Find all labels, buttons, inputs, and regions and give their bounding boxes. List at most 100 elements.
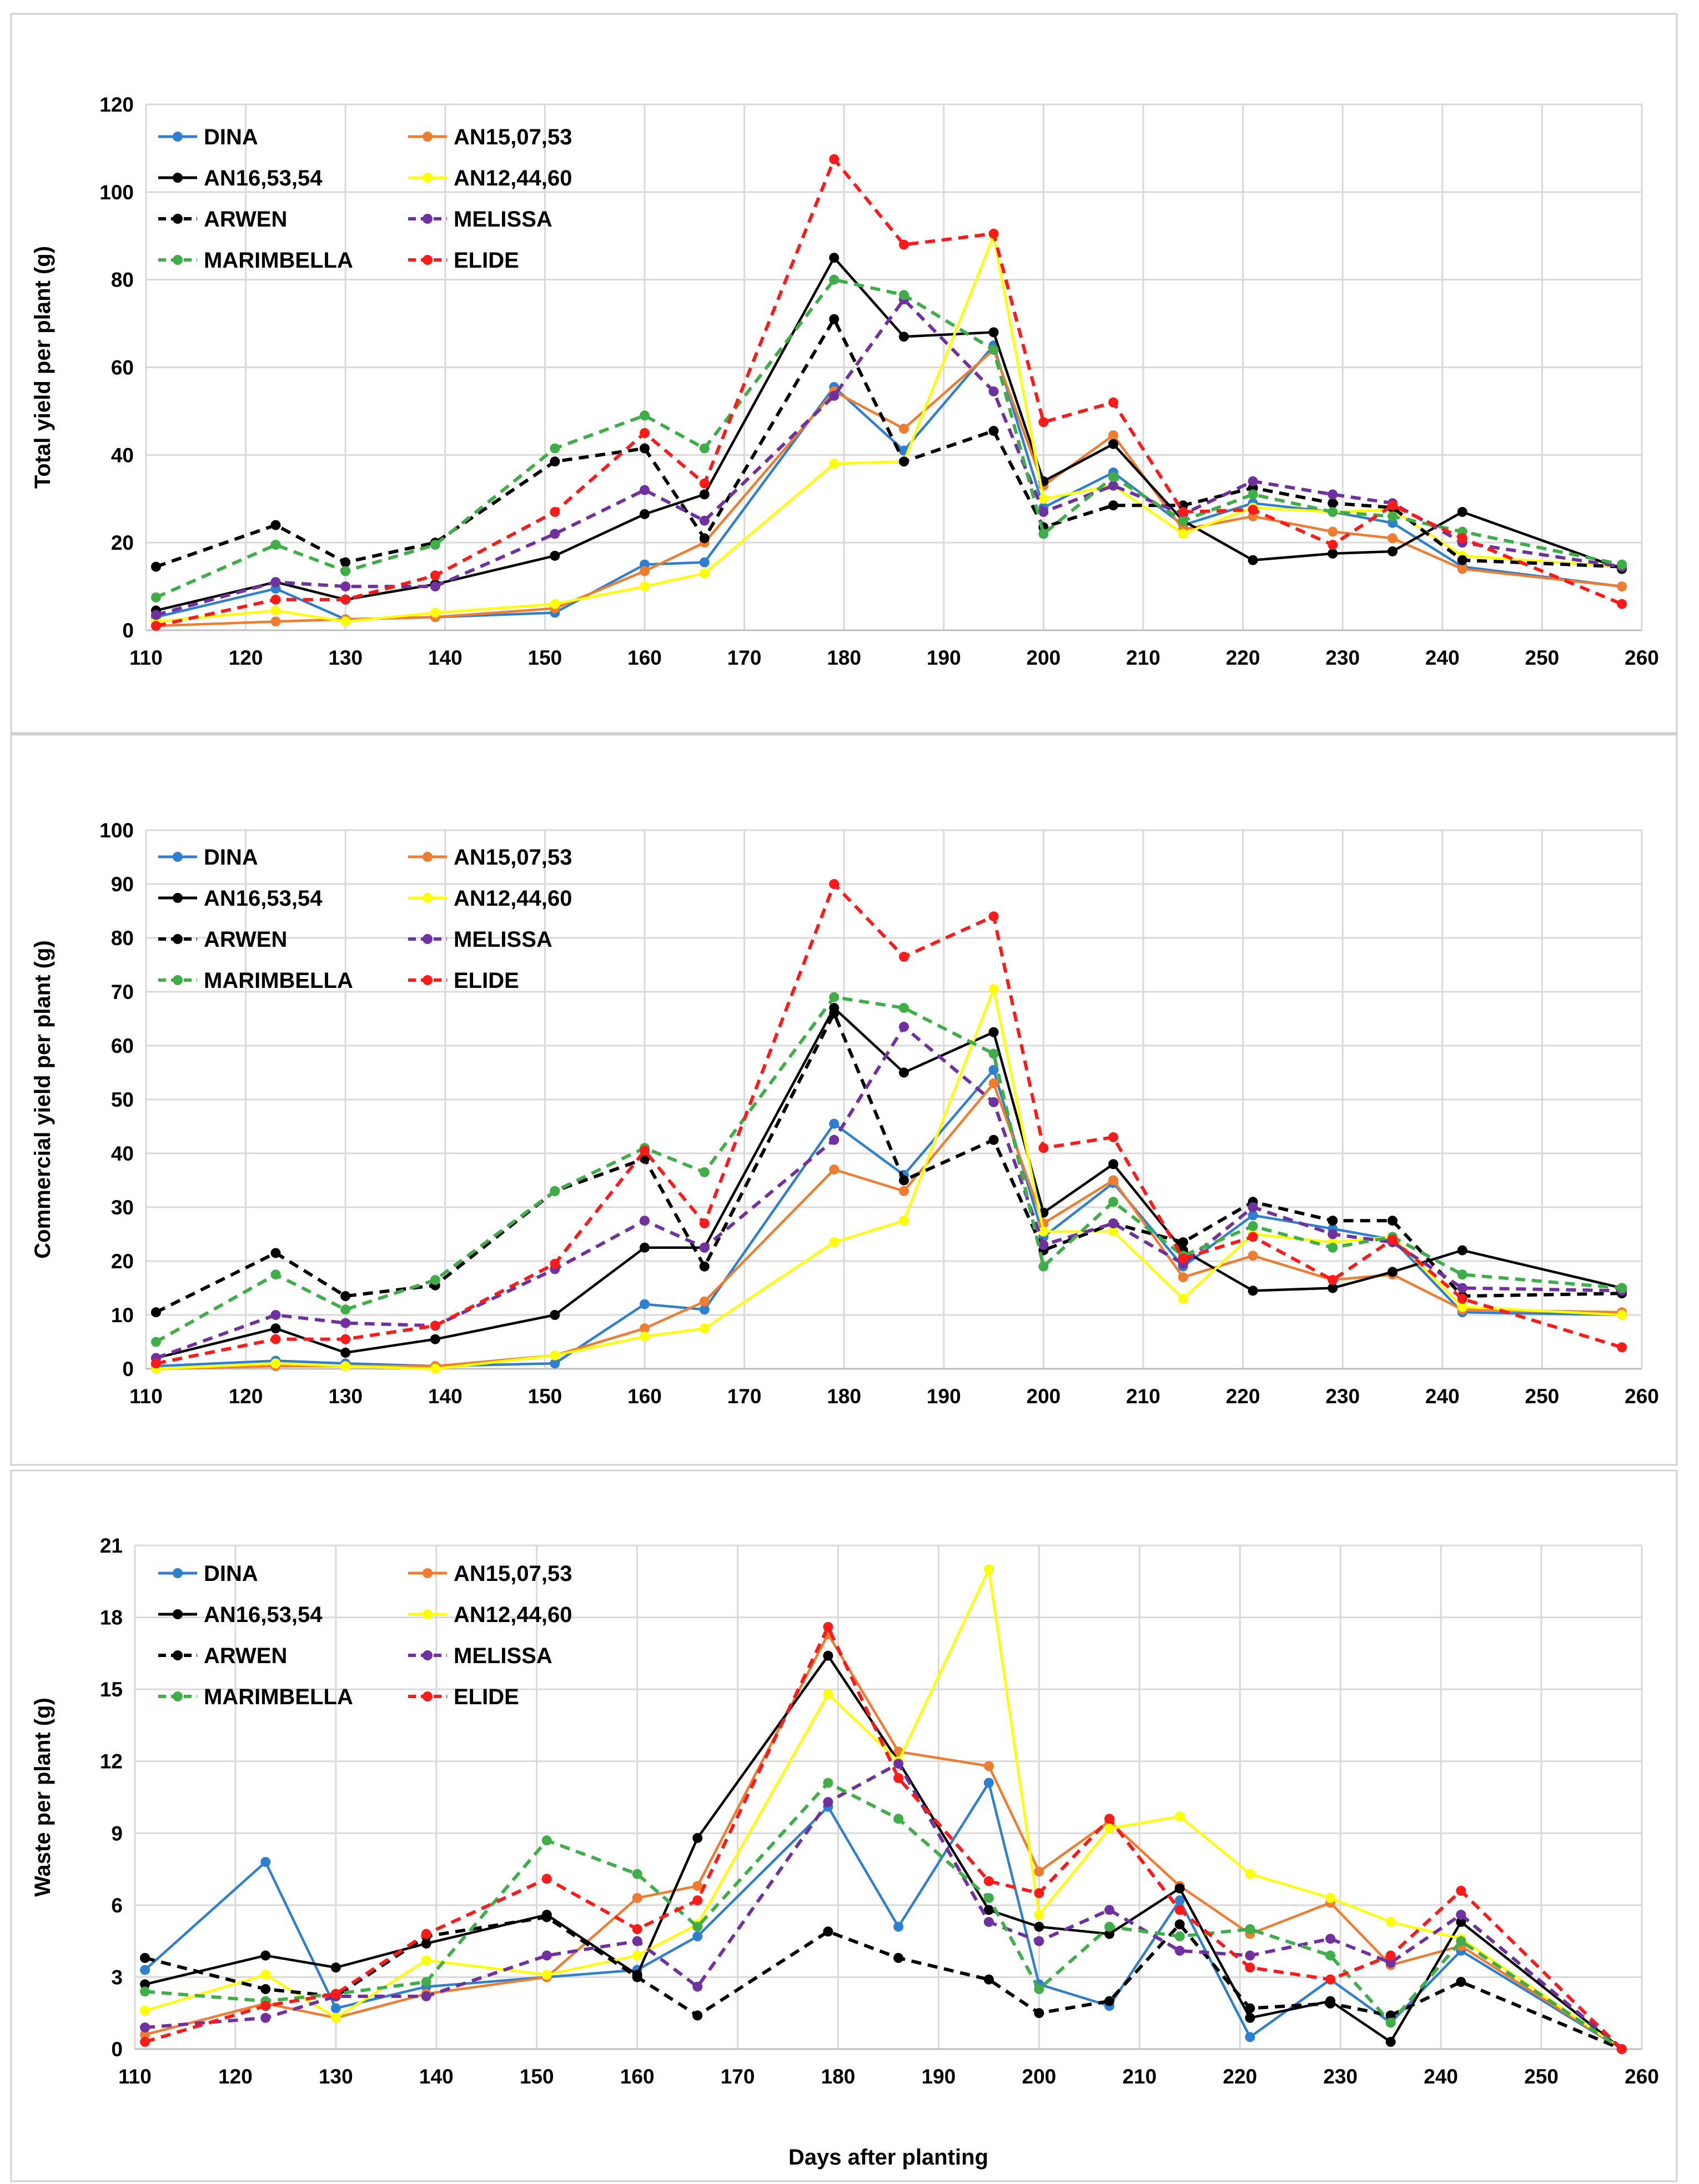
y-tick-label: 12 — [100, 1750, 123, 1773]
data-point — [340, 594, 351, 605]
data-point — [1388, 511, 1398, 521]
data-point — [692, 1931, 703, 1942]
legend-label: AN15,07,53 — [454, 125, 572, 149]
x-tick-label: 250 — [1524, 2065, 1559, 2088]
data-point — [1388, 1234, 1398, 1245]
legend-label: DINA — [204, 845, 258, 870]
series-line — [155, 1006, 1622, 1359]
data-point — [270, 1310, 281, 1320]
y-tick-label: 0 — [122, 1358, 134, 1380]
data-point — [550, 456, 560, 467]
data-point — [829, 1164, 840, 1175]
data-point — [829, 154, 840, 164]
y-axis-label: Waste per plant (g) — [31, 1698, 55, 1897]
chart-panel-1: 110 120 130 140 150 160 170 180 190 200 210 220 230 2… — [10, 13, 1678, 734]
legend-label: MELISSA — [454, 1644, 552, 1668]
data-point — [1108, 1218, 1119, 1229]
legend: DINA AN15,07,53 AN16,53,54 AN12,44,60 ARWEN M… — [158, 1562, 572, 1709]
data-point — [1388, 546, 1398, 556]
data-point — [550, 1350, 560, 1360]
series-elide — [150, 154, 1627, 631]
data-point — [692, 2010, 703, 2021]
data-point — [640, 1299, 650, 1309]
y-axis-label: Commercial yield per plant (g) — [31, 940, 55, 1258]
data-point — [1038, 529, 1049, 539]
legend-marker — [423, 893, 433, 903]
x-tick-label: 250 — [1525, 1385, 1560, 1408]
data-point — [692, 1881, 703, 1891]
legend-label: ELIDE — [454, 248, 519, 273]
x-tick-label: 150 — [520, 2065, 554, 2088]
data-point — [640, 443, 650, 454]
data-point — [829, 1118, 840, 1129]
data-point — [1325, 1892, 1336, 1903]
y-tick-label: 3 — [111, 1966, 123, 1989]
data-point — [140, 1952, 150, 1963]
data-point — [983, 1892, 994, 1903]
data-point — [988, 425, 999, 436]
data-point — [270, 1334, 281, 1344]
x-tick-label: 230 — [1325, 1385, 1360, 1408]
data-point — [1174, 1811, 1185, 1822]
data-point — [699, 443, 710, 454]
x-tick-label: 240 — [1425, 1385, 1460, 1408]
data-point — [1457, 555, 1467, 565]
series-line — [155, 987, 1622, 1370]
data-point — [340, 616, 351, 627]
data-point — [421, 1977, 431, 1987]
data-point — [270, 520, 281, 530]
x-tick-label: 140 — [419, 2065, 454, 2088]
data-point — [550, 1258, 560, 1269]
x-tick-label: 190 — [922, 2065, 956, 2088]
data-point — [1248, 555, 1258, 565]
data-point — [260, 2012, 271, 2023]
data-point — [1457, 1302, 1467, 1312]
data-point — [330, 1962, 341, 1973]
data-point — [640, 566, 650, 576]
x-tick-label: 170 — [721, 2065, 755, 2088]
data-point — [1174, 1945, 1185, 1956]
data-point — [1108, 1159, 1119, 1169]
data-point — [823, 1797, 833, 1808]
data-point — [823, 1689, 833, 1699]
legend-label: AN12,44,60 — [454, 886, 572, 911]
y-tick-label: 80 — [111, 269, 134, 292]
data-point — [1178, 506, 1188, 517]
data-point — [1328, 548, 1338, 559]
data-point — [550, 529, 560, 539]
y-tick-label: 120 — [99, 93, 134, 116]
x-tick-label: 180 — [821, 2065, 856, 2088]
data-point — [1038, 417, 1049, 428]
data-point — [1245, 2003, 1255, 2014]
data-point — [898, 1003, 909, 1013]
data-point — [1248, 1202, 1258, 1212]
data-point — [1174, 1905, 1185, 1915]
data-point — [340, 581, 351, 592]
x-tick-label: 190 — [927, 646, 961, 669]
data-point — [640, 485, 650, 495]
data-point — [550, 550, 560, 561]
legend-marker — [173, 975, 183, 985]
data-point — [140, 1986, 150, 1997]
data-point — [550, 1310, 560, 1320]
data-point — [893, 1759, 904, 1769]
data-point — [829, 1134, 840, 1145]
data-point — [1245, 1962, 1255, 1973]
data-point — [1108, 1132, 1119, 1142]
legend: DINA AN15,07,53 AN16,53,54 AN12,44,60 ARWEN M… — [158, 125, 572, 273]
data-point — [430, 1334, 440, 1344]
data-point — [1457, 533, 1467, 544]
data-point — [1178, 1253, 1188, 1264]
data-point — [1038, 494, 1049, 504]
data-point — [1038, 1261, 1049, 1272]
data-point — [550, 443, 560, 454]
y-tick-label: 9 — [111, 1822, 123, 1845]
series-line — [144, 1781, 1622, 2050]
data-point — [699, 557, 710, 568]
data-point — [823, 1650, 833, 1661]
data-point — [829, 1008, 840, 1018]
data-point — [150, 592, 161, 603]
series-line — [155, 1011, 1622, 1314]
chart-panel-3: 110 120 130 140 150 160 170 180 190 200 210 220 230 2… — [10, 1469, 1678, 2182]
x-tick-label: 180 — [827, 1385, 861, 1408]
